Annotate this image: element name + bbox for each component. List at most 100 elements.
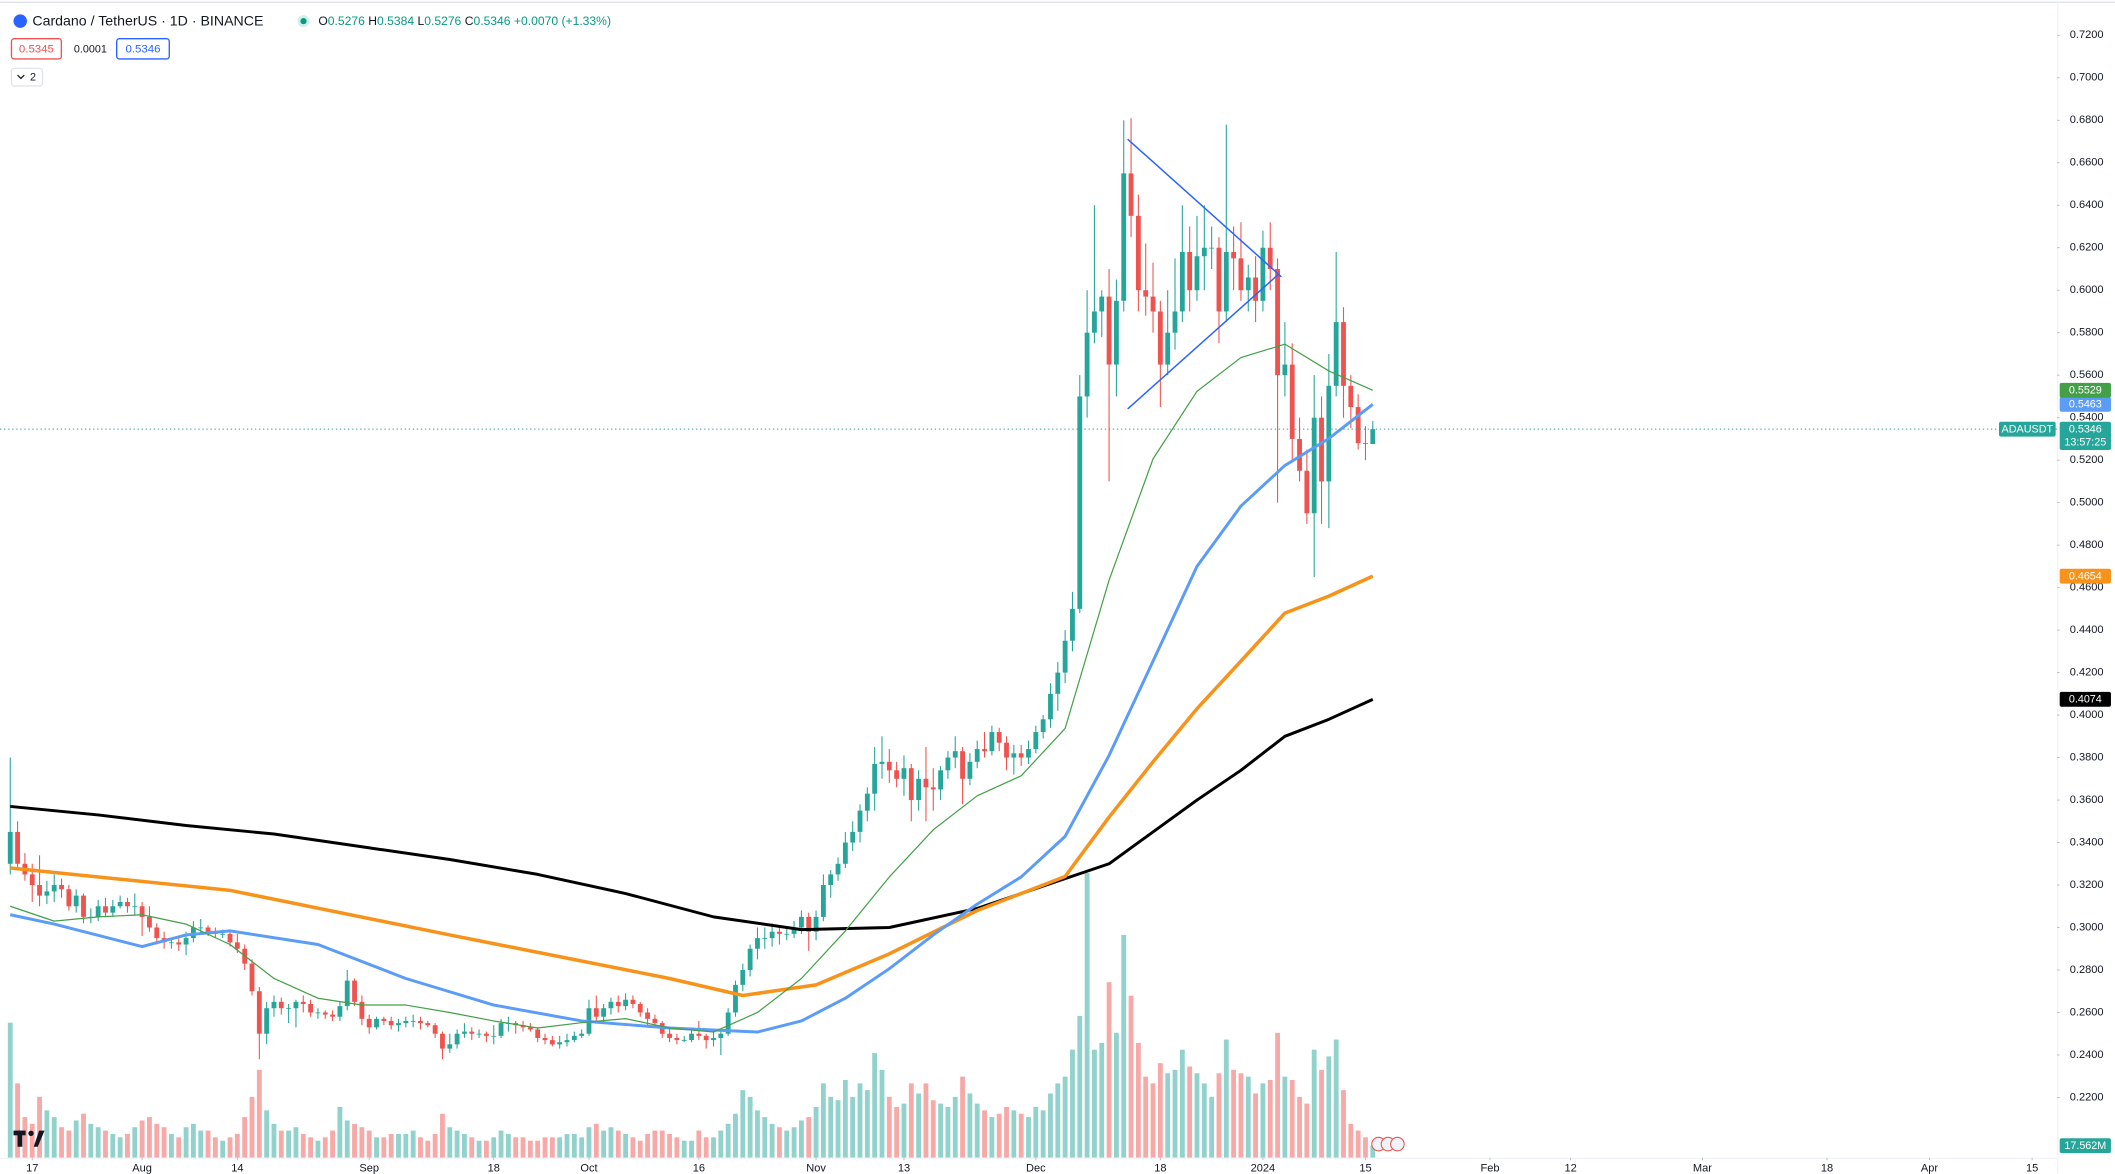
market-status-dot[interactable] [300,18,307,25]
candle-body [879,761,885,764]
volume-bar [1231,1069,1237,1158]
candle-body [1363,443,1368,445]
y-tick-label: 0.6000 [2070,284,2104,296]
candle-body [1092,311,1097,333]
sell-button[interactable] [10,38,63,60]
volume-bar [212,1137,218,1158]
candle-body [29,874,35,886]
volume-bar [249,1096,255,1158]
candle-body [220,933,226,935]
volume-bar [264,1110,270,1158]
candle-body [703,1035,709,1041]
candle-body [1355,407,1361,444]
candle-body [454,1033,460,1045]
volume-bar [1282,1076,1288,1158]
volume-bar [864,1090,870,1158]
volume-bar [696,1130,702,1158]
volume-bar [791,1127,797,1158]
volume-bar [1113,1032,1119,1158]
triangle-drawing[interactable] [1127,138,1282,410]
candle-body [374,1018,379,1028]
volume-bar [535,1140,541,1158]
candle-body [381,1018,387,1021]
volume-bar [579,1137,585,1158]
volume-bar [952,1096,958,1158]
volume-bar [154,1123,160,1158]
volume-bar [293,1127,299,1158]
candle-body [1370,429,1376,445]
volume-bar [542,1137,548,1158]
volume-bar [1121,935,1127,1158]
candle-body [278,1001,284,1009]
y-tick-label: 0.2200 [2070,1091,2104,1103]
x-tick-label: 16 [693,1162,705,1174]
y-tick-label: 0.5400 [2070,412,2104,424]
volume-bar [608,1127,614,1158]
candle-body [842,842,848,864]
candle-body [1194,256,1200,291]
candle-body [271,1001,277,1009]
candle-body [681,1040,687,1041]
volume-bar [828,1096,834,1158]
candle-body [1084,332,1090,397]
volume-bar [908,1083,914,1158]
volume-bar [1238,1073,1244,1158]
candle-body [322,1012,328,1015]
ma-price-tag [2059,568,2111,584]
x-tick-label: 15 [1359,1162,1371,1174]
candle-body [1179,251,1185,312]
symbol-tag-label: ADAUSDT [2002,423,2054,435]
volume-bar [1026,1117,1031,1158]
volume-bar [476,1140,482,1158]
candle-body [1245,277,1251,291]
symbol-title[interactable]: Cardano / TetherUS · 1D · BINANCE [32,14,263,30]
candle-body [725,1012,731,1034]
buy-button[interactable] [116,38,170,60]
candle-body [945,757,951,771]
volume-bar [1084,872,1090,1158]
volume-bar [1048,1093,1053,1158]
candle-body [1223,251,1229,312]
trend-line[interactable] [1127,273,1280,410]
volume-bar [850,1096,856,1158]
volume-bar [1004,1106,1009,1158]
volume-tag [2059,1138,2111,1154]
volume-bar [300,1133,306,1158]
candle-body [1172,311,1178,333]
candle-body [601,1008,607,1017]
volume-bar [220,1140,226,1158]
volume-bar [872,1053,878,1158]
events-icons[interactable] [1371,1136,1405,1152]
candle-body [300,1001,306,1004]
volume-bar [95,1127,101,1158]
y-tick-label: 0.6200 [2070,242,2104,254]
volume-bar [73,1120,79,1158]
volume-bar [1179,1049,1185,1158]
candle-body [974,749,980,762]
volume-bar [667,1133,672,1158]
event-icon[interactable] [1390,1136,1405,1152]
volume-bar [857,1083,863,1158]
volume-bar [820,1083,826,1158]
candle-body [579,1033,585,1036]
volume-bar [308,1137,314,1158]
volume-bar [498,1130,504,1158]
candle-body [777,931,782,934]
tv-logo[interactable] [13,1130,45,1147]
trend-line[interactable] [1127,138,1282,278]
volume-bar [1355,1130,1361,1158]
volume-bar [117,1137,123,1158]
candle-body [938,770,944,790]
volume-bar [125,1133,130,1158]
volume-bar [813,1106,819,1158]
volume-bar [139,1120,145,1158]
volume-bar [652,1130,658,1158]
candle-body [996,732,1002,743]
candle-body [198,927,204,929]
candle-body [418,1020,423,1024]
indicators-toggle[interactable] [10,67,44,87]
volume-bar [15,1083,20,1158]
candle-body [1289,364,1295,439]
ma-price-tag-label: 0.5463 [2069,399,2102,411]
